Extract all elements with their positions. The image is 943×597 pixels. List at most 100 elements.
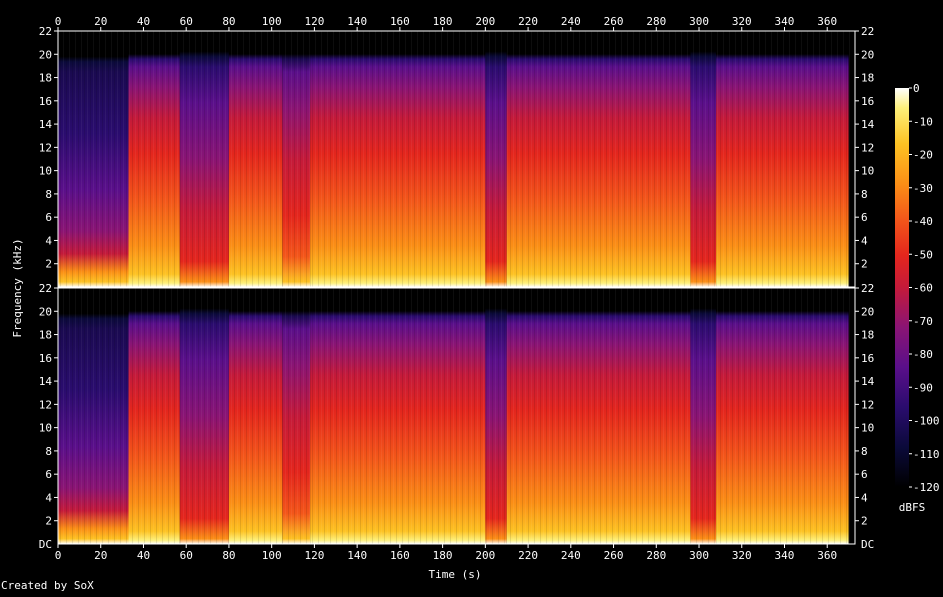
- colorbar: 0 -10 -20 -30 -40 -50 -60 -70 -80 -90 -100 -110 -120: [895, 82, 940, 494]
- x-tick-label: 100: [262, 15, 282, 28]
- x-tick-label: 180: [433, 15, 453, 28]
- colorbar-tick-label: -40: [913, 215, 933, 228]
- x-tick-label: 240: [561, 549, 581, 562]
- x-axis-label: Time (s): [429, 568, 482, 581]
- x-tick-label: 120: [304, 15, 324, 28]
- y-tick-label-dc: DC: [39, 538, 52, 551]
- y-tick-label: 10: [39, 422, 52, 435]
- y-tick-label: 10: [39, 165, 52, 178]
- y-tick-label: 16: [39, 95, 52, 108]
- x-tick-label: 160: [390, 15, 410, 28]
- y-tick-label: 6: [45, 468, 52, 481]
- colorbar-tick-label: -90: [913, 381, 933, 394]
- y-tick-label: 6: [45, 211, 52, 224]
- x-tick-label: 320: [732, 15, 752, 28]
- x-tick-label: 20: [94, 15, 107, 28]
- x-tick-label: 260: [604, 15, 624, 28]
- y-tick-label: 4: [861, 491, 868, 504]
- y-tick-label: 4: [45, 234, 52, 247]
- y-tick-label: 12: [39, 141, 52, 154]
- x-tick-label: 0: [55, 15, 62, 28]
- x-tick-label: 220: [518, 549, 538, 562]
- y-tick-label: 6: [861, 211, 868, 224]
- y-tick-label: 14: [39, 375, 53, 388]
- x-tick-label: 300: [689, 549, 709, 562]
- y-tick-label: 4: [45, 491, 52, 504]
- x-tick-label: 320: [732, 549, 752, 562]
- y-tick-label: 8: [45, 445, 52, 458]
- texture-overlay: [58, 31, 855, 287]
- x-tick-label: 340: [775, 549, 795, 562]
- y-tick-label: 20: [39, 305, 52, 318]
- colorbar-tick-label: -50: [913, 248, 933, 261]
- colorbar-tick-label: -80: [913, 348, 933, 361]
- y-tick-label: 2: [861, 258, 868, 271]
- y-tick-label: 14: [39, 118, 53, 131]
- y-axis-label: Frequency (kHz): [11, 238, 24, 337]
- x-tick-label: 80: [222, 549, 235, 562]
- colorbar-tick-label: -10: [913, 115, 933, 128]
- spectrogram-channels: [57, 30, 856, 545]
- x-tick-label: 40: [137, 15, 150, 28]
- y-tick-label: 22: [39, 25, 52, 38]
- x-tick-label: 220: [518, 15, 538, 28]
- x-tick-label: 340: [775, 15, 795, 28]
- x-tick-label: 100: [262, 549, 282, 562]
- x-tick-label: 140: [347, 549, 367, 562]
- y-tick-label: 8: [861, 445, 868, 458]
- x-tick-label: 40: [137, 549, 150, 562]
- colorbar-tick-label: -20: [913, 149, 933, 162]
- panel-frame: [57, 30, 856, 288]
- y-tick-label: 18: [39, 329, 52, 342]
- x-tick-label: 260: [604, 549, 624, 562]
- y-tick-label: 18: [861, 329, 874, 342]
- colorbar-tick-label: -70: [913, 315, 933, 328]
- colorbar-tick-label: -120: [913, 481, 940, 494]
- y-tick-label: 10: [861, 422, 874, 435]
- x-tick-label: 280: [646, 549, 666, 562]
- texture-overlay: [58, 288, 855, 544]
- y-tick-label: 8: [861, 188, 868, 201]
- y-tick-label: 22: [861, 282, 874, 295]
- y-tick-label: 6: [861, 468, 868, 481]
- x-tick-label: 360: [817, 15, 837, 28]
- y-tick-label: 20: [861, 305, 874, 318]
- colorbar-label: dBFS: [899, 501, 926, 514]
- colorbar-tick-label: -110: [913, 448, 940, 461]
- y-tick-label: 2: [45, 515, 52, 528]
- colorbar-tick-label: 0: [913, 82, 920, 95]
- colorbar-tick-label: -60: [913, 282, 933, 295]
- y-tick-label: 16: [39, 352, 52, 365]
- x-tick-label: 240: [561, 15, 581, 28]
- x-tick-label: 200: [475, 15, 495, 28]
- y-tick-label: 16: [861, 352, 874, 365]
- colorbar-gradient: [895, 88, 909, 487]
- x-tick-label: 60: [180, 549, 193, 562]
- x-tick-label: 300: [689, 15, 709, 28]
- credit-text: Created by SoX: [1, 579, 94, 592]
- colorbar-tick-label: -30: [913, 182, 933, 195]
- y-tick-label: 14: [861, 375, 875, 388]
- y-tick-label: 12: [861, 141, 874, 154]
- y-tick-label: 20: [39, 48, 52, 61]
- y-tick-label: 16: [861, 95, 874, 108]
- colorbar-tick-label: -100: [913, 415, 940, 428]
- x-tick-label: 140: [347, 15, 367, 28]
- y-tick-label: 2: [861, 515, 868, 528]
- y-tick-label: 20: [861, 48, 874, 61]
- x-tick-label: 0: [55, 549, 62, 562]
- x-tick-label: 360: [817, 549, 837, 562]
- y-tick-label: 12: [39, 398, 52, 411]
- x-tick-label: 120: [304, 549, 324, 562]
- x-tick-label: 80: [222, 15, 235, 28]
- y-tick-label: 8: [45, 188, 52, 201]
- x-tick-label: 60: [180, 15, 193, 28]
- x-tick-label: 180: [433, 549, 453, 562]
- y-tick-label: 10: [861, 165, 874, 178]
- x-tick-label: 20: [94, 549, 107, 562]
- y-tick-label: 22: [861, 25, 874, 38]
- x-tick-label: 280: [646, 15, 666, 28]
